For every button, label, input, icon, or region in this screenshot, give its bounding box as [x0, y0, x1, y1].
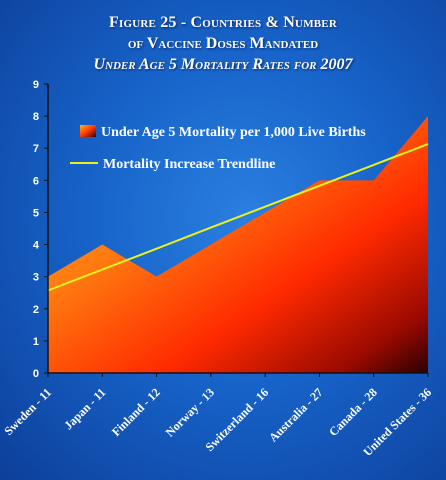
legend-label-area: Under Age 5 Mortality per 1,000 Live Bir…: [101, 125, 366, 140]
chart-subtitle: Under Age 5 Mortality Rates for 2007: [93, 56, 353, 73]
y-tick-label: 6: [33, 175, 39, 187]
y-tick-label: 2: [33, 304, 39, 316]
y-tick-label: 7: [33, 143, 39, 155]
x-tick-label: Norway - 13: [163, 385, 217, 439]
y-tick-label: 1: [33, 336, 39, 348]
x-tick-label: Japan - 11: [61, 385, 108, 432]
trendline-series: [47, 143, 429, 292]
y-tick-label: 0: [33, 368, 39, 380]
chart-title-line1: Figure 25 - Countries & Number: [108, 14, 337, 31]
chart-title-line2: of Vaccine Doses Mandated: [127, 35, 319, 52]
y-tick-label: 4: [33, 240, 40, 252]
x-tick-label: Australia - 27: [266, 385, 325, 444]
y-tick-label: 5: [33, 207, 39, 219]
x-tick-label: Canada - 28: [326, 385, 380, 439]
legend-swatch-area: [80, 125, 96, 137]
area-series-mortality: [48, 116, 428, 373]
legend-label-trendline: Mortality Increase Trendline: [103, 157, 275, 172]
y-tick-label: 8: [33, 111, 39, 123]
y-tick-label: 9: [33, 79, 39, 91]
y-tick-label: 3: [33, 272, 39, 284]
x-tick-label: Finland - 12: [109, 385, 163, 439]
x-tick-label: Sweden - 11: [1, 385, 54, 438]
